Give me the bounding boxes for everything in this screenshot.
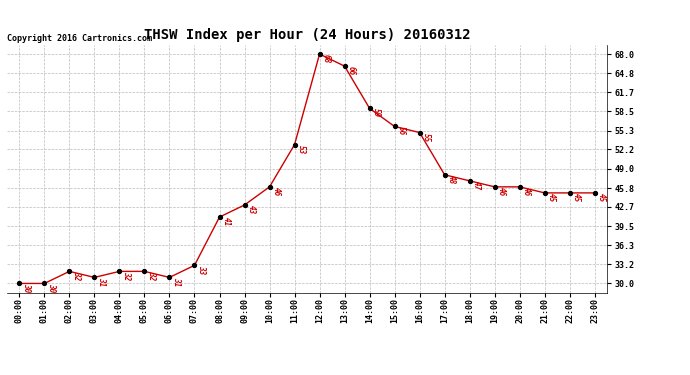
Text: 68: 68 [322, 54, 331, 63]
Text: 32: 32 [147, 272, 156, 280]
Text: 45: 45 [572, 193, 581, 202]
Point [339, 63, 350, 69]
Point [164, 274, 175, 280]
Text: 47: 47 [472, 181, 481, 190]
Text: 53: 53 [297, 145, 306, 154]
Point [489, 184, 500, 190]
Text: 32: 32 [72, 272, 81, 280]
Point [89, 274, 100, 280]
Point [139, 268, 150, 274]
Text: 55: 55 [422, 132, 431, 142]
Text: 56: 56 [397, 126, 406, 136]
Text: THSW  (°F): THSW (°F) [553, 28, 607, 38]
Text: 32: 32 [122, 272, 131, 280]
Point [514, 184, 525, 190]
Point [414, 129, 425, 135]
Title: THSW Index per Hour (24 Hours) 20160312: THSW Index per Hour (24 Hours) 20160312 [144, 28, 471, 42]
Point [589, 190, 600, 196]
Text: 30: 30 [22, 284, 31, 293]
Point [214, 214, 225, 220]
Text: 59: 59 [372, 108, 381, 118]
Text: 46: 46 [272, 187, 281, 196]
Text: 41: 41 [222, 217, 231, 226]
Text: 31: 31 [97, 278, 106, 286]
Text: 30: 30 [47, 284, 56, 293]
Point [364, 105, 375, 111]
Point [314, 51, 325, 57]
Point [539, 190, 550, 196]
Text: 46: 46 [497, 187, 506, 196]
Point [64, 268, 75, 274]
Point [464, 178, 475, 184]
Text: 66: 66 [347, 66, 356, 75]
Point [389, 123, 400, 129]
Point [189, 262, 200, 268]
Text: 45: 45 [547, 193, 556, 202]
Point [114, 268, 125, 274]
Text: 43: 43 [247, 205, 256, 214]
Point [39, 280, 50, 286]
Text: 48: 48 [447, 175, 456, 184]
Text: 31: 31 [172, 278, 181, 286]
Text: 45: 45 [597, 193, 606, 202]
Text: Copyright 2016 Cartronics.com: Copyright 2016 Cartronics.com [7, 34, 152, 43]
Text: 33: 33 [197, 266, 206, 274]
Point [239, 202, 250, 208]
Point [14, 280, 25, 286]
Point [564, 190, 575, 196]
Text: 46: 46 [522, 187, 531, 196]
Point [289, 142, 300, 148]
Point [439, 172, 450, 178]
Point [264, 184, 275, 190]
